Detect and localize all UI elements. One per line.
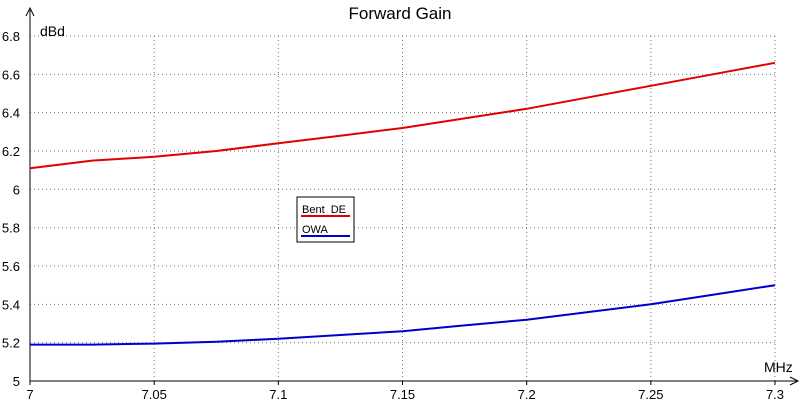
y-tick-label: 6.2 [2,144,20,159]
y-tick-label: 6.8 [2,29,20,44]
y-axis-arrow [25,6,35,17]
x-axis-label: MHz [764,359,793,375]
x-tick-label: 7.15 [390,387,415,400]
legend-box [296,196,355,243]
y-tick-label: 6.4 [2,106,20,121]
data-series [29,61,776,346]
y-tick-label: 6 [13,182,20,197]
y-tick-label: 5.4 [2,297,20,312]
x-tick-label: 7.3 [766,387,784,400]
chart-title: Forward Gain [349,4,452,23]
legend-label: Bent DE [302,204,346,216]
y-tick-label: 5.8 [2,221,20,236]
series-line-owa [30,284,776,346]
x-tick-label: 7.1 [269,387,287,400]
y-tick-label: 5 [13,374,20,389]
x-axis-arrow [789,376,800,386]
x-tick-label: 7.2 [518,387,536,400]
legend-label: OWA [302,224,329,236]
x-tick-label: 7 [26,387,33,400]
y-tick-label: 5.6 [2,259,20,274]
y-tick-label: 5.2 [2,336,20,351]
series-line-bent-de [29,61,776,170]
grid-lines [30,35,776,381]
y-tick-label: 6.6 [2,67,20,82]
x-tick-label: 7.25 [638,387,663,400]
legend: Bent DE OWA [296,196,355,243]
tick-labels: 7 7.05 7.1 7.15 7.2 7.25 7.3 5 5.2 5.4 5.6 5.8 6 6.2 6… [2,29,784,400]
axes [25,6,800,386]
x-tick-label: 7.05 [142,387,167,400]
y-axis-label: dBd [40,23,65,39]
